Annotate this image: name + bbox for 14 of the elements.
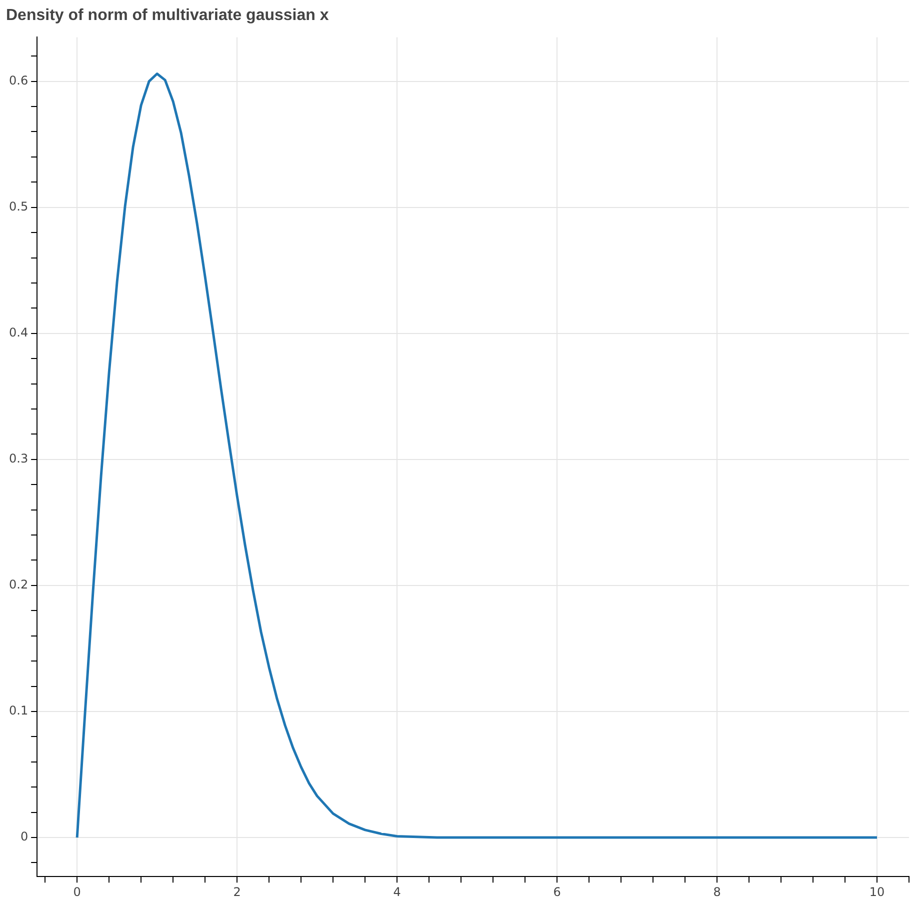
x-tick-label: 8 — [713, 884, 721, 899]
y-tick-label: 0.1 — [8, 704, 28, 718]
y-tick-label: 0.6 — [8, 73, 28, 88]
x-tick-label: 0 — [73, 884, 81, 899]
y-tick-label: 0.2 — [8, 578, 28, 592]
y-tick-label: 0.5 — [8, 199, 28, 214]
x-tick-label: 4 — [393, 884, 401, 899]
y-tick-label: 0 — [20, 830, 28, 844]
y-tick-label: 0.3 — [8, 452, 28, 466]
chart-title: Density of norm of multivariate gaussian x — [6, 7, 329, 24]
x-tick-label: 2 — [233, 884, 241, 899]
x-tick-label: 6 — [553, 884, 561, 899]
y-tick-label: 0.4 — [8, 326, 28, 340]
x-tick-label: 10 — [869, 884, 885, 899]
